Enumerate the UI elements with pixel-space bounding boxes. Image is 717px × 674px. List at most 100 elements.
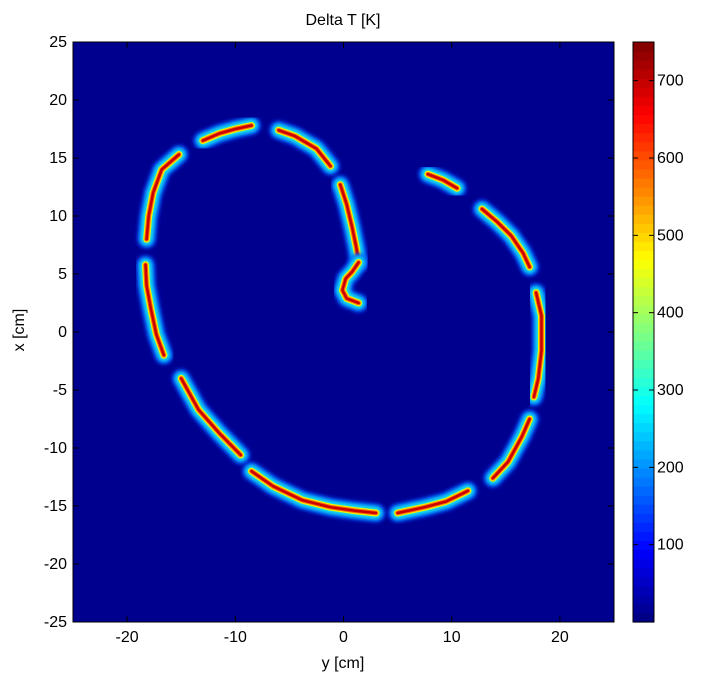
colorbar-band bbox=[633, 241, 654, 252]
colorbar-band bbox=[633, 250, 654, 261]
heat-segment bbox=[242, 462, 385, 522]
heat-segment bbox=[524, 283, 551, 406]
colorbar: 100 200 300 400 500 600 700 bbox=[632, 41, 684, 623]
y-tick-label: 25 bbox=[49, 34, 67, 51]
colorbar-band bbox=[633, 431, 654, 442]
colorbar-band bbox=[633, 386, 654, 397]
colorbar-band bbox=[633, 205, 654, 215]
chart-title: Delta T [K] bbox=[306, 12, 381, 29]
colorbar-band bbox=[633, 558, 654, 569]
colorbar-band bbox=[633, 458, 654, 469]
colorbar-band bbox=[633, 377, 654, 387]
y-tick-label: -20 bbox=[44, 556, 67, 573]
colorbar-band bbox=[633, 223, 654, 233]
colorbar-band bbox=[633, 522, 654, 532]
heat-segment-layer bbox=[426, 172, 459, 190]
y-tick-label: 10 bbox=[49, 208, 67, 225]
x-tick-label: 10 bbox=[443, 629, 461, 646]
colorbar-band bbox=[633, 177, 654, 188]
heat-segment bbox=[418, 165, 467, 198]
colorbar-band bbox=[633, 549, 654, 560]
colorbar-band bbox=[633, 78, 654, 88]
colorbar-band bbox=[633, 395, 654, 406]
colorbar-band bbox=[633, 123, 654, 134]
colorbar-band bbox=[633, 313, 654, 324]
x-tick-label: 20 bbox=[551, 629, 569, 646]
colorbar-tick-label: 600 bbox=[657, 150, 684, 167]
colorbar-tick-label: 500 bbox=[657, 227, 684, 244]
heat-segment-layer bbox=[532, 291, 543, 399]
colorbar-band bbox=[633, 187, 654, 197]
y-axis-label: x [cm] bbox=[11, 309, 28, 352]
colorbar-band bbox=[633, 304, 654, 315]
y-tick-label: -10 bbox=[44, 440, 67, 457]
colorbar-band bbox=[633, 150, 654, 161]
heat-segment bbox=[172, 369, 250, 464]
colorbar-band bbox=[633, 268, 654, 279]
colorbar-band bbox=[633, 585, 654, 596]
colorbar-band bbox=[633, 594, 654, 605]
colorbar-band bbox=[633, 196, 654, 206]
colorbar-band bbox=[633, 531, 654, 542]
colorbar-band bbox=[633, 168, 654, 179]
heat-segment bbox=[137, 145, 188, 249]
colorbar-band bbox=[633, 413, 654, 424]
heat-segment-layer bbox=[339, 183, 360, 264]
colorbar-band bbox=[633, 114, 654, 125]
x-axis-label: y [cm] bbox=[322, 655, 365, 672]
colorbar-band bbox=[633, 341, 654, 351]
colorbar-band bbox=[633, 504, 654, 514]
colorbar-band bbox=[633, 513, 654, 523]
colorbar-band bbox=[633, 467, 654, 478]
x-tick-label: -10 bbox=[224, 629, 247, 646]
colorbar-band bbox=[633, 350, 654, 360]
colorbar-band bbox=[633, 87, 654, 97]
heat-segment-layer bbox=[179, 377, 242, 457]
y-tick-label: 0 bbox=[58, 324, 67, 341]
colorbar-band bbox=[633, 295, 654, 306]
heat-segment-layer bbox=[341, 261, 360, 305]
heat-segment bbox=[388, 481, 477, 522]
colorbar-band bbox=[633, 603, 654, 614]
y-tick-label: -25 bbox=[44, 614, 67, 631]
heat-segment bbox=[331, 175, 368, 272]
colorbar-band bbox=[633, 486, 654, 496]
heat-segment-layer bbox=[491, 417, 531, 480]
heat-segments bbox=[136, 116, 551, 522]
axis-ticks: -20 -10 0 10 20 25 20 15 10 5 0 -5 -10 -15 -20 -25 bbox=[44, 34, 614, 646]
colorbar-band bbox=[633, 540, 654, 551]
y-tick-label: 15 bbox=[49, 150, 67, 167]
colorbar-tick-label: 700 bbox=[657, 73, 684, 90]
colorbar-band bbox=[633, 567, 654, 578]
colorbar-band bbox=[633, 422, 654, 433]
heat-segment-layer bbox=[396, 489, 470, 515]
y-tick-label: 5 bbox=[58, 266, 67, 283]
colorbar-band bbox=[633, 368, 654, 378]
colorbar-band bbox=[633, 449, 654, 460]
colorbar-band bbox=[633, 105, 654, 116]
colorbar-band bbox=[633, 60, 654, 70]
colorbar-band bbox=[633, 141, 654, 152]
colorbar-band bbox=[633, 277, 654, 288]
colorbar-band bbox=[633, 232, 654, 242]
heat-segment-layer bbox=[480, 207, 531, 269]
colorbar-band bbox=[633, 69, 654, 79]
colorbar-band bbox=[633, 159, 654, 170]
colorbar-band bbox=[633, 359, 654, 369]
colorbar-band bbox=[633, 322, 654, 333]
heat-segment-layer bbox=[277, 128, 332, 168]
colorbar-band bbox=[633, 576, 654, 587]
heat-segment-layer bbox=[145, 153, 181, 241]
x-tick-label: 0 bbox=[339, 629, 348, 646]
colorbar-tick-label: 100 bbox=[657, 537, 684, 554]
y-tick-label: -5 bbox=[53, 382, 67, 399]
colorbar-band bbox=[633, 259, 654, 270]
colorbar-band bbox=[633, 495, 654, 505]
heat-segment-layer bbox=[144, 263, 166, 357]
heat-segment bbox=[136, 255, 173, 365]
heat-segment bbox=[483, 410, 539, 488]
x-tick-label: -20 bbox=[116, 629, 139, 646]
colorbar-band bbox=[633, 440, 654, 451]
colorbar-band bbox=[633, 286, 654, 297]
